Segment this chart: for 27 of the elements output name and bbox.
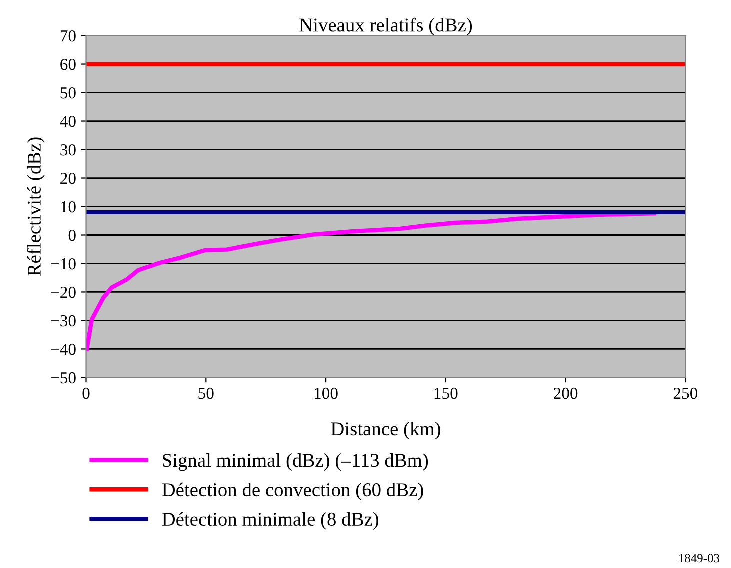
y-tick-label: −10 bbox=[51, 258, 76, 270]
legend-label: Détection minimale (8 dBz) bbox=[162, 512, 379, 530]
x-tick-label: 200 bbox=[554, 388, 578, 400]
legend-label: Signal minimal (dBz) (–113 dBm) bbox=[163, 453, 428, 472]
y-tick-label: 20 bbox=[60, 172, 76, 184]
y-tick-label: −20 bbox=[51, 286, 76, 298]
x-tick-label: 50 bbox=[198, 388, 214, 400]
y-tick-label: 30 bbox=[60, 144, 76, 156]
x-axis-title: Distance (km) bbox=[331, 422, 440, 440]
legend-label: Détection de convection (60 dBz) bbox=[162, 482, 424, 501]
y-tick-label: 40 bbox=[60, 116, 76, 128]
x-tick-label: 100 bbox=[314, 388, 338, 400]
line-series bbox=[86, 212, 657, 352]
y-tick-label: −40 bbox=[51, 344, 76, 356]
text: 1849-03 bbox=[679, 554, 720, 563]
y-tick-label: 0 bbox=[68, 230, 76, 242]
y-tick-label: 60 bbox=[60, 58, 76, 70]
y-tick-label: 10 bbox=[61, 201, 76, 213]
y-tick-label: −30 bbox=[51, 315, 76, 327]
y-axis-title: Réflectivité (dBz) bbox=[27, 138, 45, 276]
x-tick-label: 150 bbox=[434, 388, 458, 400]
y-tick-label: 70 bbox=[60, 30, 76, 42]
x-tick-label: 250 bbox=[674, 388, 698, 400]
x-tick-label: 0 bbox=[82, 388, 90, 400]
chart-title: Niveaux relatifs (dBz) bbox=[300, 18, 472, 36]
y-tick-label: 50 bbox=[60, 87, 76, 99]
y-tick-label: −50 bbox=[51, 372, 76, 384]
